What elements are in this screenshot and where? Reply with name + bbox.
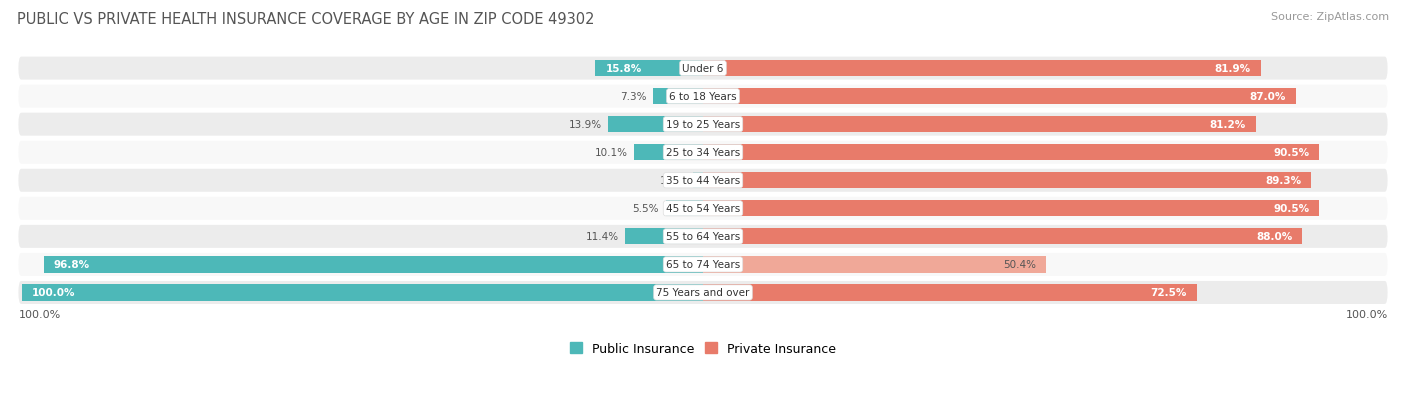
- Text: Source: ZipAtlas.com: Source: ZipAtlas.com: [1271, 12, 1389, 22]
- FancyBboxPatch shape: [18, 85, 1388, 108]
- Bar: [626, 229, 703, 245]
- Bar: [609, 117, 703, 133]
- Text: 55 to 64 Years: 55 to 64 Years: [666, 232, 740, 242]
- FancyBboxPatch shape: [18, 225, 1388, 248]
- FancyBboxPatch shape: [18, 141, 1388, 164]
- FancyBboxPatch shape: [18, 281, 1388, 304]
- FancyBboxPatch shape: [18, 57, 1388, 81]
- Bar: [44, 256, 703, 273]
- Bar: [703, 285, 1197, 301]
- Text: 87.0%: 87.0%: [1249, 92, 1285, 102]
- Text: 6 to 18 Years: 6 to 18 Years: [669, 92, 737, 102]
- Text: PUBLIC VS PRIVATE HEALTH INSURANCE COVERAGE BY AGE IN ZIP CODE 49302: PUBLIC VS PRIVATE HEALTH INSURANCE COVER…: [17, 12, 595, 27]
- Text: 10.1%: 10.1%: [595, 148, 627, 158]
- Text: Under 6: Under 6: [682, 64, 724, 74]
- Text: 1.4%: 1.4%: [661, 176, 686, 186]
- Bar: [595, 61, 703, 77]
- Text: 88.0%: 88.0%: [1256, 232, 1292, 242]
- FancyBboxPatch shape: [18, 114, 1388, 136]
- Bar: [703, 173, 1312, 189]
- Text: 100.0%: 100.0%: [1346, 309, 1388, 320]
- Text: 100.0%: 100.0%: [18, 309, 60, 320]
- Bar: [703, 145, 1319, 161]
- Text: 72.5%: 72.5%: [1150, 288, 1187, 298]
- Text: 81.9%: 81.9%: [1215, 64, 1251, 74]
- Text: 96.8%: 96.8%: [53, 260, 90, 270]
- Text: 19 to 25 Years: 19 to 25 Years: [666, 120, 740, 130]
- Text: 7.3%: 7.3%: [620, 92, 647, 102]
- Bar: [22, 285, 703, 301]
- Text: 13.9%: 13.9%: [568, 120, 602, 130]
- Text: 100.0%: 100.0%: [32, 288, 76, 298]
- Text: 81.2%: 81.2%: [1209, 120, 1246, 130]
- Text: 45 to 54 Years: 45 to 54 Years: [666, 204, 740, 214]
- Text: 90.5%: 90.5%: [1272, 204, 1309, 214]
- FancyBboxPatch shape: [18, 253, 1388, 276]
- Text: 89.3%: 89.3%: [1265, 176, 1301, 186]
- Text: 35 to 44 Years: 35 to 44 Years: [666, 176, 740, 186]
- FancyBboxPatch shape: [18, 169, 1388, 192]
- Bar: [634, 145, 703, 161]
- Bar: [693, 173, 703, 189]
- Bar: [703, 61, 1261, 77]
- Text: 15.8%: 15.8%: [606, 64, 643, 74]
- Bar: [665, 201, 703, 217]
- Bar: [703, 89, 1296, 105]
- Text: 11.4%: 11.4%: [585, 232, 619, 242]
- Bar: [703, 117, 1256, 133]
- Text: 5.5%: 5.5%: [633, 204, 659, 214]
- Bar: [703, 201, 1319, 217]
- Text: 25 to 34 Years: 25 to 34 Years: [666, 148, 740, 158]
- Text: 65 to 74 Years: 65 to 74 Years: [666, 260, 740, 270]
- Bar: [703, 229, 1302, 245]
- Text: 90.5%: 90.5%: [1272, 148, 1309, 158]
- Text: 50.4%: 50.4%: [1002, 260, 1036, 270]
- Legend: Public Insurance, Private Insurance: Public Insurance, Private Insurance: [565, 337, 841, 360]
- FancyBboxPatch shape: [18, 197, 1388, 220]
- Bar: [654, 89, 703, 105]
- Text: 75 Years and over: 75 Years and over: [657, 288, 749, 298]
- Bar: [703, 256, 1046, 273]
